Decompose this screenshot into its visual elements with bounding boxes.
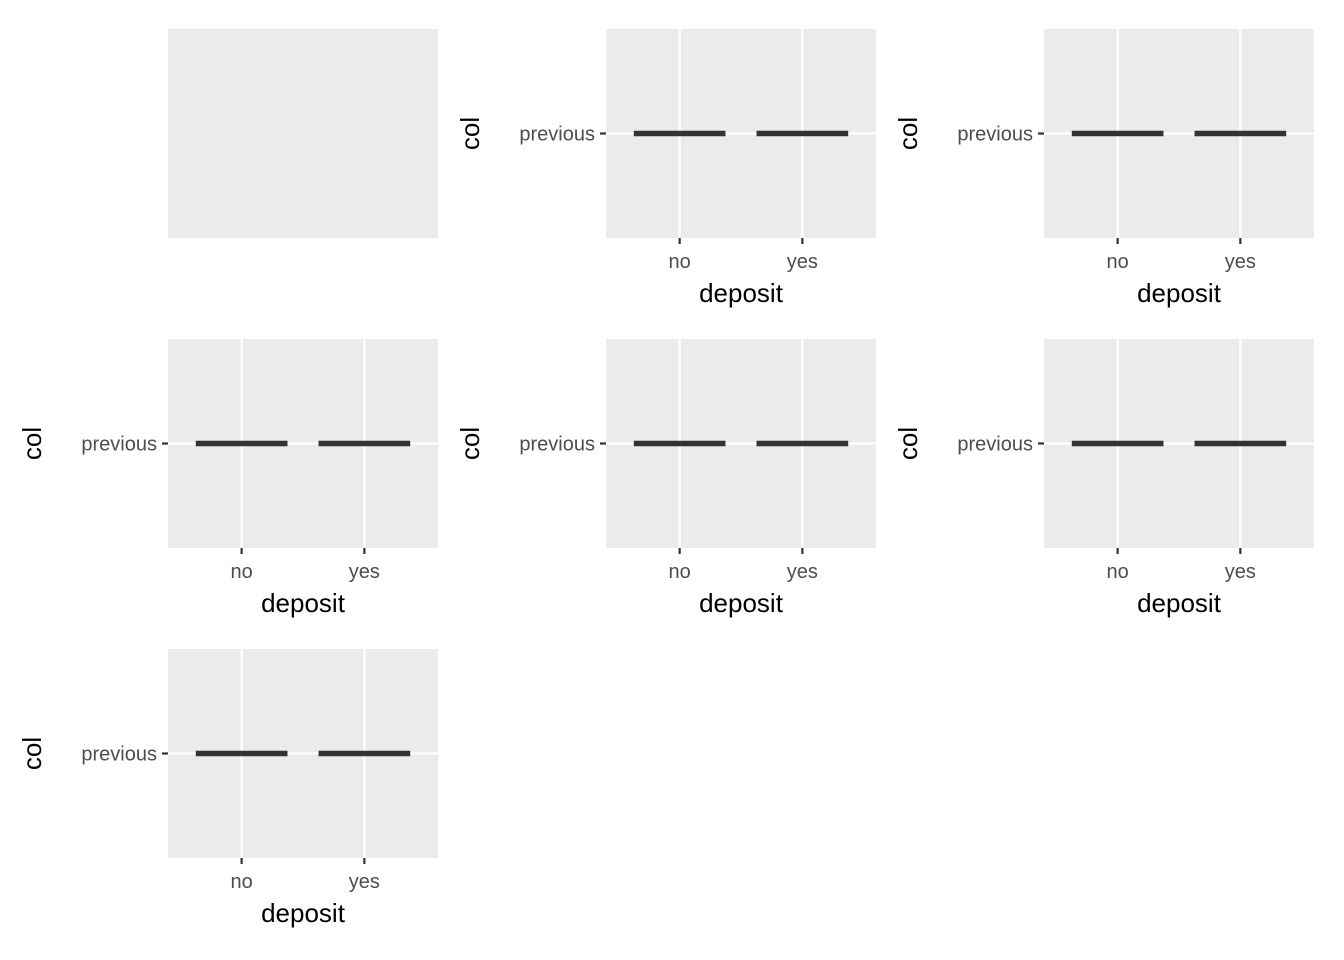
y-tick-label: previous	[81, 744, 157, 766]
chart-panel-7: no yes previous deposit col	[17, 649, 438, 928]
chart-panel-5: no yes previous deposit col	[455, 339, 876, 618]
x-tick-label: yes	[349, 561, 380, 583]
x-tick-label: no	[669, 251, 691, 273]
x-tick-label: no	[1107, 561, 1129, 583]
chart-panel-6: no yes previous deposit col	[893, 339, 1314, 618]
x-tick-label: no	[669, 561, 691, 583]
x-tick-label: yes	[1225, 251, 1256, 273]
x-tick-label: no	[231, 561, 253, 583]
x-axis-title: deposit	[699, 278, 784, 308]
x-tick-label: yes	[1225, 561, 1256, 583]
y-tick-label: previous	[519, 434, 595, 456]
y-axis-title: col	[455, 427, 485, 460]
y-tick-label: previous	[519, 124, 595, 146]
y-axis-title: col	[17, 427, 47, 460]
x-tick-label: no	[1107, 251, 1129, 273]
x-axis-title: deposit	[1137, 588, 1222, 618]
y-axis-title: col	[893, 427, 923, 460]
chart-panel-3: no yes previous deposit col	[893, 29, 1314, 308]
chart-panel-1	[168, 29, 438, 238]
x-axis-title: deposit	[699, 588, 784, 618]
x-axis-title: deposit	[1137, 278, 1222, 308]
y-tick-label: previous	[957, 124, 1033, 146]
x-tick-label: no	[231, 871, 253, 893]
x-axis-title: deposit	[261, 588, 346, 618]
y-axis-title: col	[455, 117, 485, 150]
panel-background	[168, 29, 438, 238]
x-tick-label: yes	[349, 871, 380, 893]
x-tick-label: yes	[787, 251, 818, 273]
y-tick-label: previous	[81, 434, 157, 456]
chart-panel-4: no yes previous deposit col	[17, 339, 438, 618]
y-axis-title: col	[893, 117, 923, 150]
chart-panel-2: no yes previous deposit col	[455, 29, 876, 308]
y-axis-title: col	[17, 737, 47, 770]
x-axis-title: deposit	[261, 898, 346, 928]
x-tick-label: yes	[787, 561, 818, 583]
y-tick-label: previous	[957, 434, 1033, 456]
